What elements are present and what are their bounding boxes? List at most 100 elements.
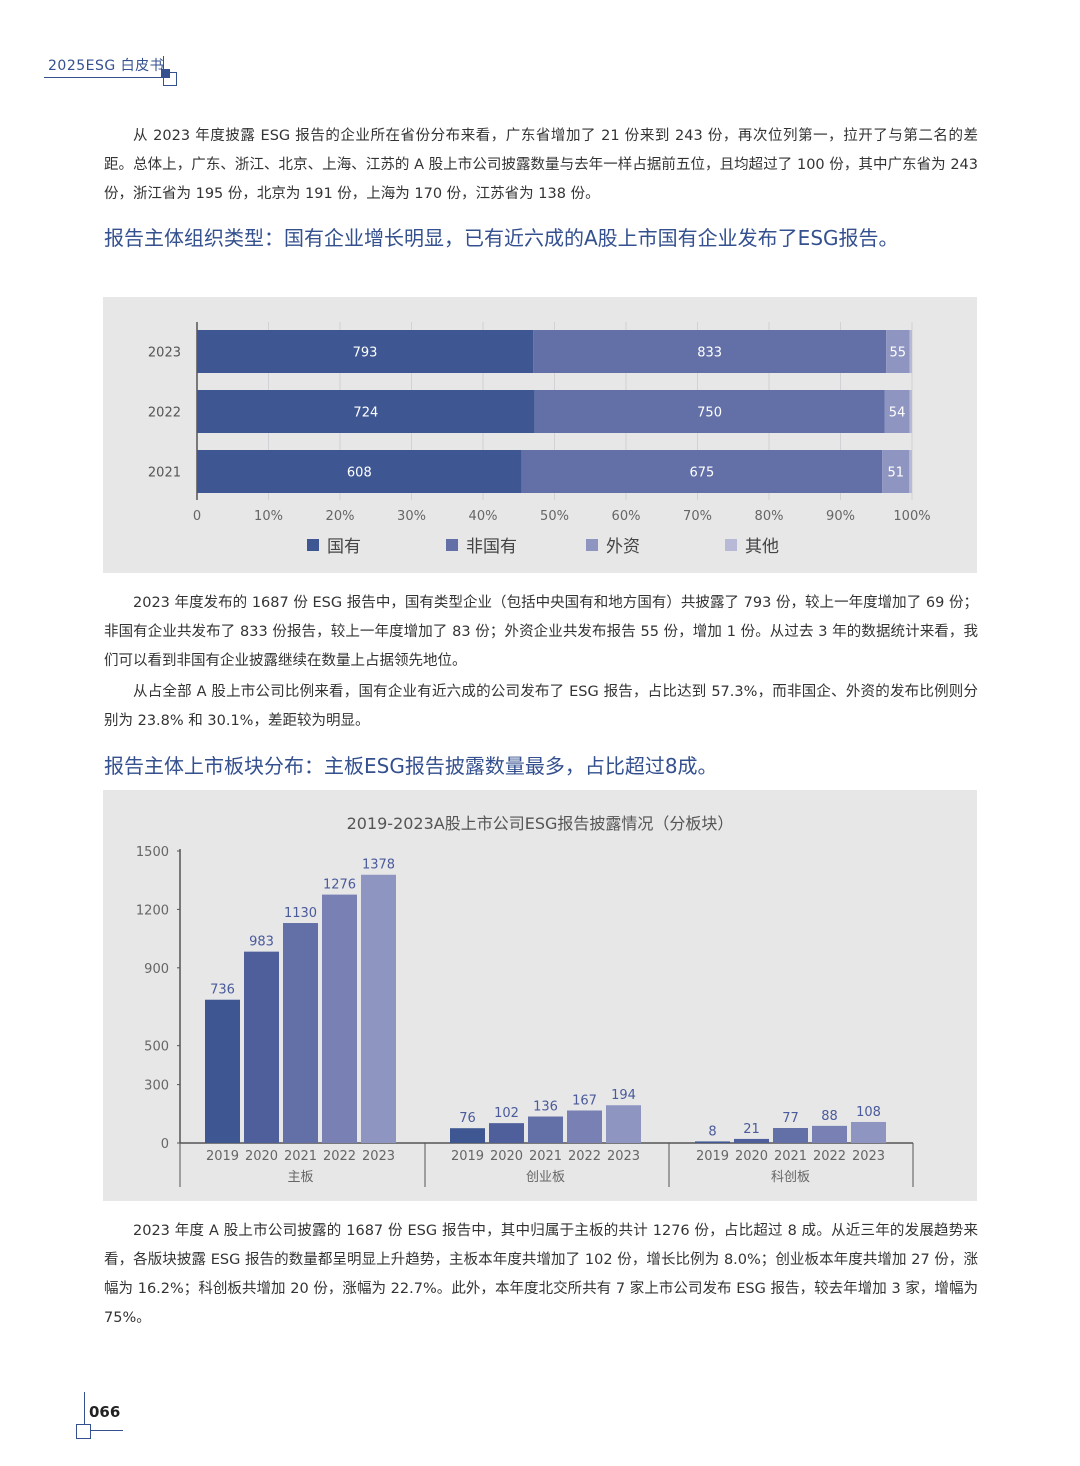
header-title: 2025ESG 白皮书 [48,58,165,74]
x-tick-label: 2023 [607,1149,640,1164]
bar [812,1125,847,1143]
x-tick-label: 2020 [245,1149,278,1164]
legend-swatch [725,539,737,551]
x-tick-label: 2021 [284,1149,317,1164]
bar [606,1105,641,1143]
x-tick-label: 2020 [735,1149,768,1164]
page-number-frame [84,1392,123,1431]
x-tick-label: 20% [326,509,355,524]
data-label: 55 [890,346,907,361]
data-label: 77 [782,1111,799,1126]
data-label: 983 [249,935,274,950]
heading-org-type: 报告主体组织类型：国有企业增长明显，已有近六成的A股上市国有企业发布了ESG报告… [104,226,899,250]
data-label: 608 [347,466,372,481]
bar-segment [884,390,910,433]
header-square-filled [161,69,170,78]
legend-label: 其他 [745,537,779,557]
x-tick-label: 80% [755,509,784,524]
bar [567,1110,602,1143]
heading-board: 报告主体上市板块分布：主板ESG报告披露数量最多，占比超过8成。 [104,754,718,778]
legend-swatch [446,539,458,551]
data-label: 102 [494,1106,519,1121]
bar-segment [882,450,910,493]
data-label: 167 [572,1093,597,1108]
bar [283,923,318,1143]
data-label: 675 [689,466,714,481]
bar [528,1116,563,1143]
data-label: 51 [887,466,904,481]
page-number: 066 [89,1403,121,1421]
data-label: 136 [533,1100,558,1115]
y-tick-label: 0 [161,1137,169,1152]
x-tick-label: 50% [540,509,569,524]
x-tick-label: 2022 [813,1149,846,1164]
bar [851,1121,886,1143]
legend-swatch [307,539,319,551]
x-tick-label: 2022 [568,1149,601,1164]
bar-segment [886,330,910,373]
data-label: 1130 [284,906,317,921]
x-tick-label: 70% [683,509,712,524]
paragraph-province: 从 2023 年度披露 ESG 报告的企业所在省份分布来看，广东省增加了 21 … [104,128,978,202]
y-category-label: 2022 [148,406,181,421]
x-tick-label: 0 [193,509,201,524]
x-tick-label: 40% [469,509,498,524]
x-tick-label: 2023 [362,1149,395,1164]
legend-swatch [586,539,598,551]
x-tick-label: 90% [826,509,855,524]
bar-segment [909,390,912,433]
bar [322,894,357,1143]
data-label: 736 [210,983,235,998]
data-label: 21 [743,1122,760,1137]
bar [489,1123,524,1143]
x-tick-label: 100% [893,509,930,524]
legend-label: 国有 [327,537,361,557]
y-category-label: 2021 [148,466,181,481]
header-square-outline [163,72,177,86]
x-tick-label: 2020 [490,1149,523,1164]
bar [773,1128,808,1143]
legend-label: 非国有 [466,537,517,557]
bar [695,1141,730,1143]
x-tick-label: 10% [254,509,283,524]
y-tick-label: 1500 [136,845,169,860]
bar [205,999,240,1143]
chart-title: 2019-2023A股上市公司ESG报告披露情况（分板块） [347,814,734,833]
paragraph-board: 2023 年度 A 股上市公司披露的 1687 份 ESG 报告中，其中归属于主… [104,1223,978,1326]
x-tick-label: 60% [612,509,641,524]
group-label: 主板 [287,1170,313,1185]
data-label: 833 [697,346,722,361]
y-tick-label: 500 [144,1040,169,1055]
bar-segment [909,450,912,493]
bar-segment [533,330,887,373]
data-label: 750 [697,406,722,421]
x-tick-label: 2019 [696,1149,729,1164]
y-tick-label: 900 [144,962,169,977]
data-label: 8 [708,1124,716,1139]
bar-segment [197,390,535,433]
bar [734,1138,769,1143]
header-mark [163,56,164,78]
chart-org-type: 0 10% 20% 30% 40% 50% 60% 70% 80% 90% 100% 2023 793 8… [103,297,977,573]
bar-segment [534,390,885,433]
x-tick-label: 2023 [852,1149,885,1164]
bar-segment [197,330,534,373]
data-label: 793 [353,346,378,361]
paragraph-org-type: 2023 年度发布的 1687 份 ESG 报告中，国有类型企业（包括中央国有和… [104,595,978,669]
chart-board: 2019-2023A股上市公司ESG报告披露情况（分板块） 0 300 500 900 1… [103,790,977,1201]
data-label: 88 [821,1109,838,1124]
bar-segment [909,330,912,373]
y-tick-label: 300 [144,1079,169,1094]
data-label: 108 [856,1105,881,1120]
bar [244,951,279,1143]
group-label: 创业板 [526,1170,565,1185]
page-number-square [76,1424,91,1439]
chart-org-type-svg: 0 10% 20% 30% 40% 50% 60% 70% 80% 90% 100% 2023 793 8… [148,322,931,557]
group-label: 科创板 [771,1170,810,1185]
bar-segment [197,450,522,493]
chart-board-svg: 2019-2023A股上市公司ESG报告披露情况（分板块） 0 300 500 900 1… [136,814,914,1187]
x-tick-label: 30% [397,509,426,524]
bar [361,874,396,1143]
x-tick-label: 2019 [451,1149,484,1164]
x-tick-label: 2021 [529,1149,562,1164]
